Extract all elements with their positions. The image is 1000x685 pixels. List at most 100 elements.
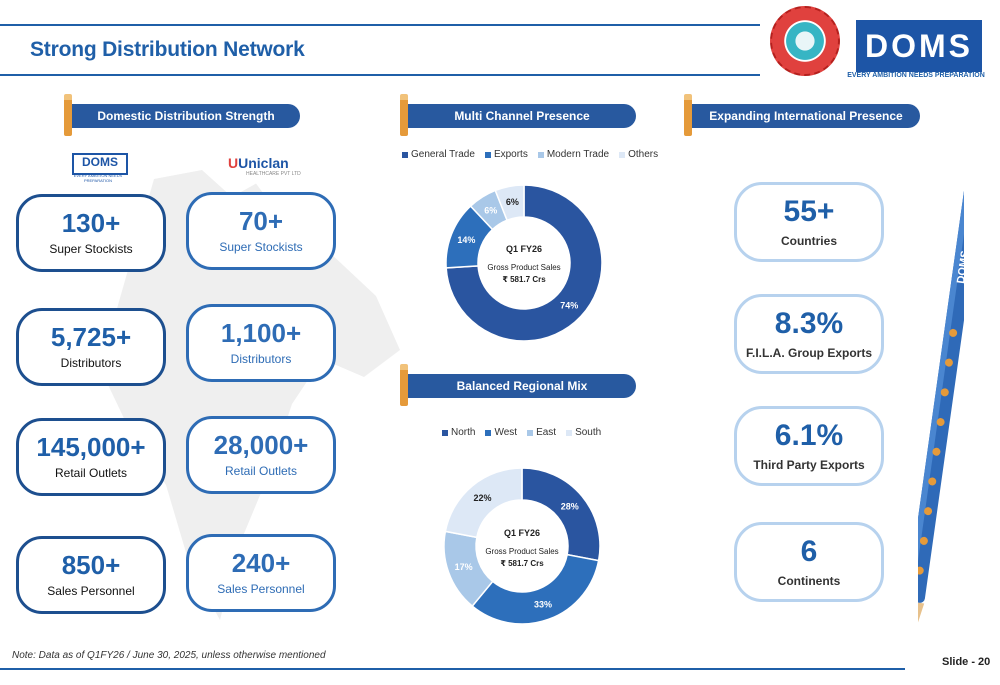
legend-swatch [566, 429, 573, 436]
footer-rule [0, 668, 905, 670]
stat-value: 850+ [61, 550, 121, 581]
page-title: Strong Distribution Network [30, 38, 305, 61]
legend-label: East [536, 427, 557, 438]
legend-label: General Trade [411, 149, 475, 160]
donut-center-line1: Gross Product Sales [487, 263, 560, 272]
legend-swatch [619, 151, 626, 158]
stat-value: 5,725+ [50, 322, 132, 353]
stat-card-doms-distributors: 5,725+ Distributors [16, 308, 166, 386]
stat-card-fila-exports: 8.3% F.I.L.A. Group Exports [734, 294, 884, 374]
stat-label: Retail Outlets [224, 463, 298, 478]
donut-center-line2: ₹ 581.7 Crs [500, 559, 544, 568]
donut-value-label: 28% [561, 501, 579, 511]
header-bottom-rule [0, 74, 760, 76]
donut-slice-south [444, 467, 523, 539]
doms-brand-tagline: EVERY AMBITION NEEDS PREPARATION [73, 173, 123, 183]
stat-label: Countries [780, 233, 837, 248]
legend-swatch [402, 151, 408, 158]
stat-value: 130+ [61, 208, 121, 239]
uniclan-brand-tagline: HEALTHCARE PVT LTD [246, 171, 301, 177]
donut-value-label: 17% [455, 562, 473, 572]
legend-label: Exports [493, 149, 528, 160]
stat-label: Distributors [230, 351, 292, 366]
donut-slices [445, 184, 603, 342]
groove-pencil-illustration: DOMS groove [918, 165, 964, 652]
donut-value-label: 22% [473, 493, 491, 503]
donut-value-label: 6% [484, 206, 497, 216]
stat-card-uniclan-retail-outlets: 28,000+ Retail Outlets [186, 416, 336, 494]
stat-value: 240+ [231, 548, 291, 579]
donut-center-line1: Gross Product Sales [485, 547, 558, 556]
stat-label: Retail Outlets [54, 465, 128, 480]
pencil-highlight [918, 165, 964, 602]
stat-value: 70+ [238, 206, 284, 237]
stat-label: F.I.L.A. Group Exports [745, 345, 872, 360]
donut-slice-others [494, 184, 525, 222]
doms-brand-logo: DOMS [72, 153, 128, 175]
pencil-tab-icon [400, 94, 408, 136]
legend-swatch [485, 429, 492, 436]
legend-item: East [527, 427, 556, 438]
stat-value: 55+ [783, 195, 835, 229]
stat-label: Third Party Exports [753, 457, 865, 472]
stat-card-countries: 55+ Countries [734, 182, 884, 262]
section-international-header: Expanding International Presence [692, 104, 920, 128]
legend-label: South [575, 427, 602, 438]
stat-label: Continents [777, 573, 841, 588]
donut-value-label: 33% [534, 599, 552, 609]
legend-item: General Trade [402, 149, 475, 160]
legend-label: North [451, 427, 476, 438]
stat-card-doms-super-stockists: 130+ Super Stockists [16, 194, 166, 272]
header-top-rule [0, 24, 760, 26]
donut-value-label: 74% [560, 300, 578, 310]
stat-card-uniclan-super-stockists: 70+ Super Stockists [186, 192, 336, 270]
footnote: Note: Data as of Q1FY26 / June 30, 2025,… [12, 650, 326, 661]
stat-card-doms-retail-outlets: 145,000+ Retail Outlets [16, 418, 166, 496]
donut-slices [443, 467, 601, 625]
slide-number: Slide - 20 [942, 656, 991, 668]
section-regional-header: Balanced Regional Mix [408, 374, 636, 398]
stat-card-third-party-exports: 6.1% Third Party Exports [734, 406, 884, 486]
logo-tagline: EVERY AMBITION NEEDS PREPARATION [847, 72, 985, 79]
donut-center-title: Q1 FY26 [506, 244, 542, 254]
pencil-grip-dots [918, 328, 958, 575]
donut-slice-general-trade [445, 184, 603, 342]
legend-swatch [484, 151, 491, 158]
stat-card-doms-sales-personnel: 850+ Sales Personnel [16, 536, 166, 614]
stat-value: 145,000+ [36, 432, 146, 463]
stat-value: 8.3% [774, 307, 844, 341]
company-seal-logo [770, 6, 840, 76]
uniclan-brand-name: Uniclan [238, 155, 289, 171]
stat-card-uniclan-distributors: 1,100+ Distributors [186, 304, 336, 382]
section-multichannel-header: Multi Channel Presence [408, 104, 636, 128]
legend-item: Exports [484, 149, 528, 160]
stat-value: 6.1% [774, 419, 844, 453]
stat-label: Distributors [60, 355, 122, 370]
doms-logo: DOMS [856, 20, 982, 72]
stat-value: 1,100+ [220, 318, 302, 349]
uniclan-brand-logo: UUniclan [228, 155, 289, 171]
pencil-tab-icon [64, 94, 72, 136]
pencil-brand-text: DOMS [955, 250, 964, 284]
legend-label: Others [628, 149, 659, 160]
uniclan-u-mark: U [228, 155, 239, 171]
pencil-wood-tip [918, 601, 925, 652]
donut-center-title: Q1 FY26 [504, 528, 540, 538]
donut-value-labels: 74% 14% 6% 6% [457, 197, 578, 310]
regional-legend: North West East South [442, 427, 601, 438]
stat-label: Sales Personnel [217, 581, 305, 596]
legend-item: North [442, 427, 475, 438]
stat-label: Super Stockists [49, 241, 133, 256]
stat-value: 6 [800, 535, 818, 569]
legend-item: Others [619, 149, 658, 160]
multichannel-donut-chart: 74% 14% 6% 6% Q1 FY26 Gross Product Sales ₹… [445, 184, 603, 342]
stat-value: 28,000+ [213, 430, 309, 461]
donut-value-label: 6% [506, 197, 519, 207]
multichannel-legend: General Trade Exports Modern Trade Other… [402, 149, 658, 160]
legend-label: West [494, 427, 518, 438]
pencil-tab-icon [400, 364, 408, 406]
pencil-tab-icon [684, 94, 692, 136]
donut-center-line2: ₹ 581.7 Crs [502, 275, 546, 284]
donut-value-label: 14% [457, 235, 475, 245]
stat-card-uniclan-sales-personnel: 240+ Sales Personnel [186, 534, 336, 612]
